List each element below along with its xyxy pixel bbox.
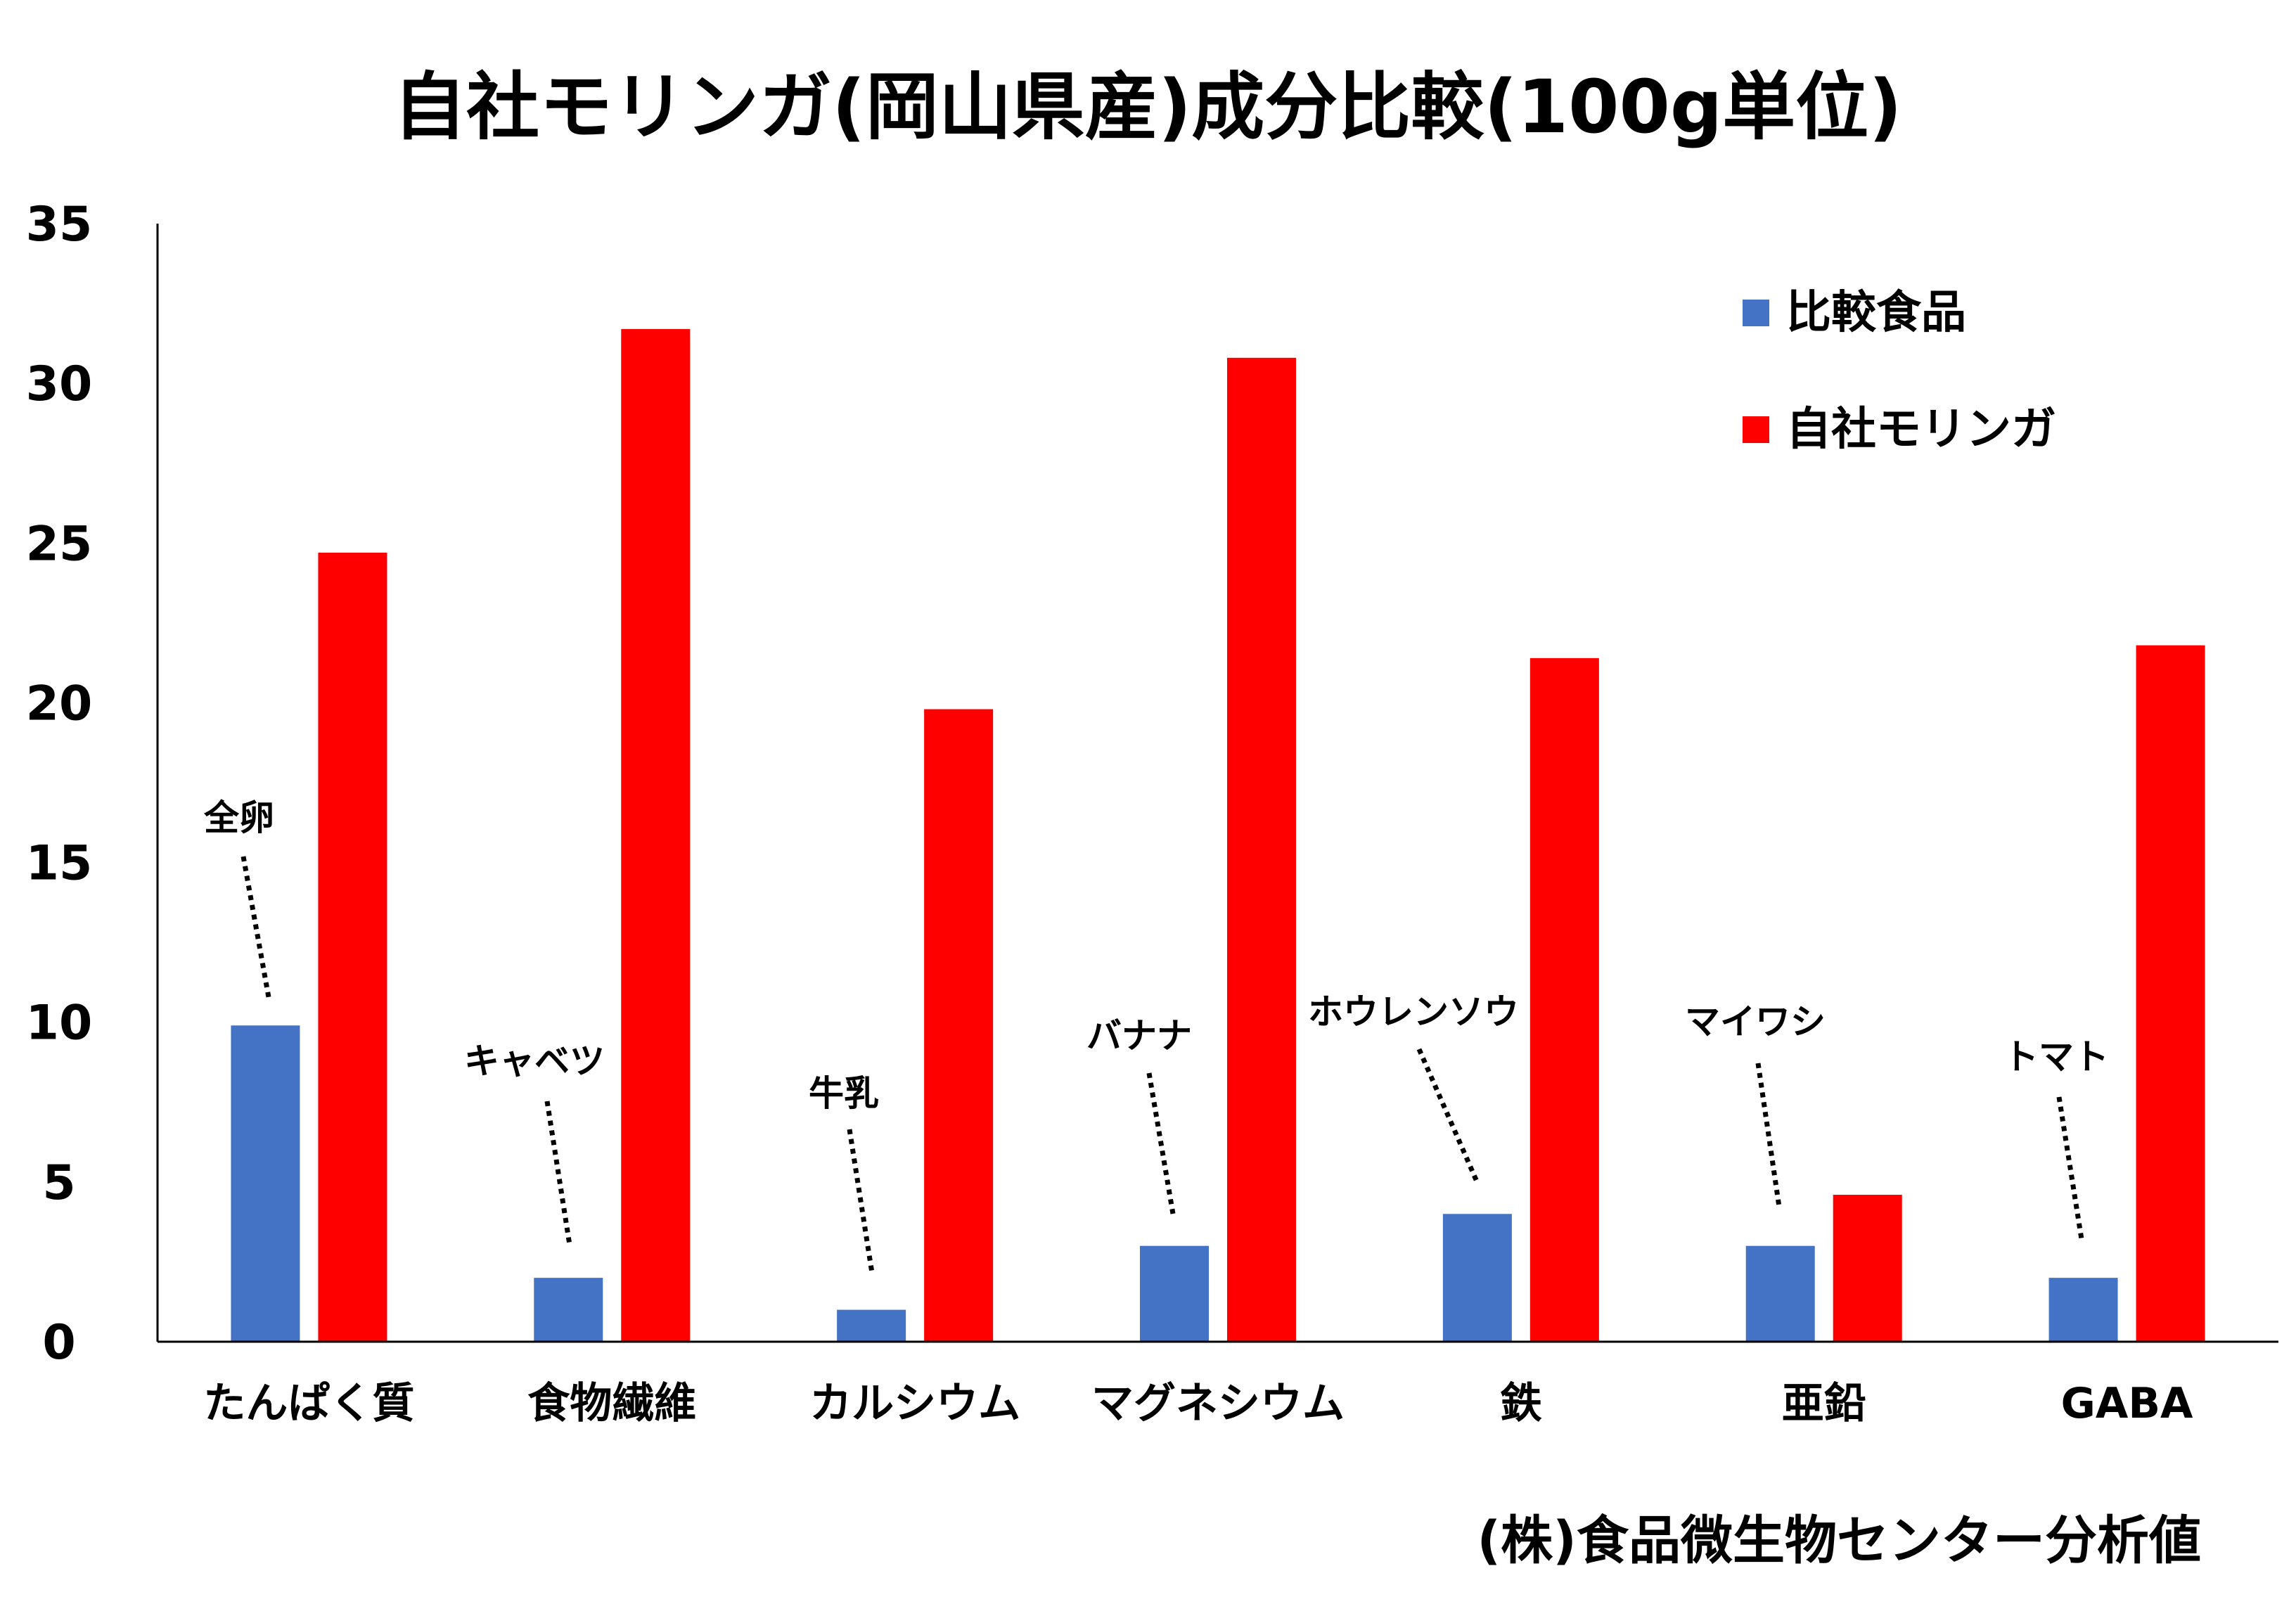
bar-comparison bbox=[1745, 1245, 1815, 1342]
source-note: (株)食品微生物センター分析値 bbox=[1477, 1510, 2201, 1571]
comparison-food-label: 牛乳 bbox=[809, 1073, 879, 1114]
comparison-food-leader bbox=[1146, 1072, 1176, 1214]
comparison-food-label: バナナ bbox=[1086, 1015, 1192, 1056]
y-tick-label: 15 bbox=[26, 836, 93, 892]
x-tick-label: 鉄 bbox=[1500, 1379, 1542, 1428]
chart-title: 自社モリンガ(岡山県産)成分比較(100g単位) bbox=[393, 64, 1902, 150]
bar-moringa bbox=[318, 552, 387, 1342]
legend-swatch-moringa bbox=[1743, 416, 1769, 443]
legend-label-moringa: 自社モリンガ bbox=[1786, 404, 2056, 456]
y-tick-label: 30 bbox=[26, 357, 93, 412]
legend-item-comparison: 比較食品 bbox=[1743, 287, 1966, 339]
comparison-food-label: ホウレンソウ bbox=[1308, 992, 1519, 1032]
x-tick-label: 食物繊維 bbox=[527, 1379, 696, 1428]
x-tick-label: たんぱく質 bbox=[203, 1379, 414, 1428]
comparison-food-leader bbox=[847, 1129, 875, 1274]
legend-label-comparison: 比較食品 bbox=[1786, 287, 1966, 339]
bar-comparison bbox=[837, 1309, 906, 1342]
y-tick-label: 35 bbox=[26, 197, 93, 252]
comparison-food-label: 全卵 bbox=[203, 797, 274, 838]
y-tick-label: 25 bbox=[26, 516, 93, 572]
comparison-food-leader bbox=[240, 856, 271, 998]
y-tick-label: 20 bbox=[26, 676, 93, 731]
y-axis-ticks: 0 5 10 15 20 25 30 35 bbox=[26, 197, 93, 1371]
y-tick-label: 5 bbox=[42, 1155, 75, 1211]
x-tick-label: マグネシウム bbox=[1091, 1379, 1345, 1428]
x-axis-labels: たんぱく質 食物繊維 カルシウム マグネシウム 鉄 亜鉛 GABA bbox=[203, 1379, 2193, 1428]
y-tick-label: 10 bbox=[26, 996, 93, 1051]
x-tick-label: カルシウム bbox=[809, 1379, 1020, 1428]
x-tick-label: 亜鉛 bbox=[1782, 1379, 1866, 1428]
bar-comparison bbox=[534, 1278, 603, 1342]
bar-moringa bbox=[1833, 1195, 1902, 1342]
legend: 比較食品 自社モリンガ bbox=[1743, 287, 2056, 456]
legend-swatch-comparison bbox=[1743, 300, 1769, 326]
bar-moringa bbox=[1227, 357, 1296, 1342]
bar-comparison bbox=[231, 1025, 300, 1342]
comparison-food-label: キャベツ bbox=[464, 1041, 605, 1082]
bar-moringa bbox=[1529, 657, 1599, 1342]
comparison-food-label: トマト bbox=[2003, 1037, 2109, 1077]
bar-comparison bbox=[1442, 1214, 1512, 1342]
comparison-food-leader bbox=[1416, 1048, 1480, 1183]
y-tick-label: 0 bbox=[42, 1315, 75, 1371]
bar-comparison bbox=[1140, 1245, 1209, 1342]
legend-item-moringa: 自社モリンガ bbox=[1743, 404, 2056, 456]
x-tick-label: GABA bbox=[2061, 1379, 2193, 1428]
bars-group bbox=[231, 328, 2205, 1342]
bar-moringa bbox=[2136, 645, 2205, 1342]
comparison-food-leader bbox=[2056, 1096, 2084, 1240]
comparison-food-leader bbox=[1755, 1063, 1782, 1207]
bar-comparison bbox=[2048, 1278, 2118, 1342]
bar-moringa bbox=[924, 709, 994, 1342]
comparison-food-leader bbox=[544, 1101, 572, 1245]
comparison-food-label: マイワシ bbox=[1685, 1001, 1826, 1042]
bar-moringa bbox=[621, 328, 691, 1342]
